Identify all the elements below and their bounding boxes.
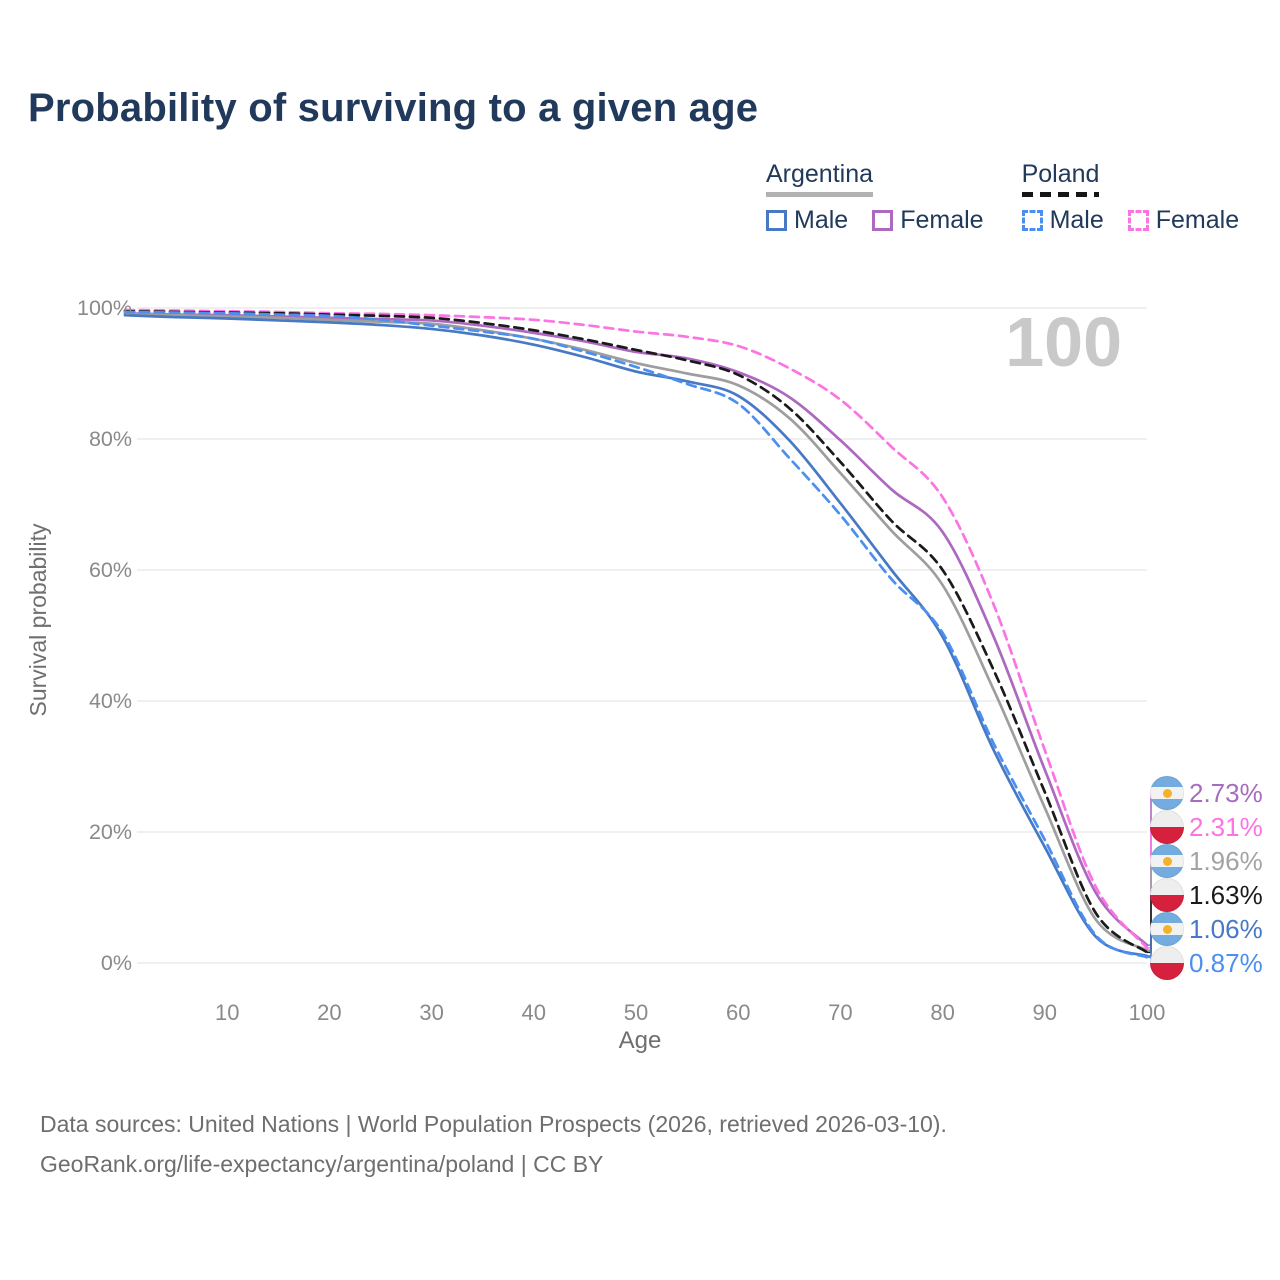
x-tick-70: 70 [828, 1000, 852, 1025]
argentina-flag-icon [1150, 844, 1184, 878]
series-line-poland-female[interactable] [123, 308, 1149, 950]
end-label-argentina-1.96%: 1.96% [1150, 844, 1263, 878]
chart-title: Probability of surviving to a given age [28, 86, 759, 130]
series-line-poland-male[interactable] [123, 310, 1149, 959]
legend-line-sample-argentina [766, 192, 874, 197]
end-label-value: 1.06% [1189, 913, 1263, 944]
legend-country-label-poland: Poland [1021, 160, 1100, 188]
end-label-argentina-1.06%: 1.06% [1150, 912, 1263, 946]
y-tick-100%: 100% [77, 296, 132, 320]
legend-label-poland-male: Male [1049, 206, 1104, 234]
end-label-argentina-2.73%: 2.73% [1150, 776, 1263, 810]
end-label-value: 1.63% [1189, 879, 1263, 910]
poland-flag-icon [1150, 810, 1184, 844]
argentina-flag-icon [1150, 912, 1184, 946]
series-line-argentina-male[interactable] [123, 313, 1149, 958]
legend-label-argentina-male: Male [794, 206, 849, 234]
legend-swatch-argentina-male [766, 210, 787, 231]
x-tick-20: 20 [317, 1000, 341, 1025]
x-tick-40: 40 [522, 1000, 546, 1025]
y-axis-title: Survival probability [25, 523, 51, 717]
y-tick-20%: 20% [89, 820, 132, 844]
end-label-poland-0.87%: 0.87% [1150, 946, 1263, 980]
legend-items-argentina: Male Female [766, 206, 984, 235]
legend: Argentina Male Female Poland Male [766, 160, 1239, 235]
x-tick-10: 10 [215, 1000, 239, 1025]
x-tick-80: 80 [930, 1000, 954, 1025]
series-line-argentina-female[interactable] [123, 311, 1149, 947]
legend-item-poland-male[interactable]: Male [1021, 206, 1104, 235]
legend-swatch-poland-female [1127, 210, 1149, 231]
series-line-argentina-both[interactable] [123, 312, 1149, 952]
y-tick-0%: 0% [101, 951, 132, 975]
legend-swatch-argentina-female [872, 210, 894, 231]
series-layer [123, 308, 1149, 959]
legend-country-argentina[interactable]: Argentina [766, 160, 874, 197]
y-tick-80%: 80% [89, 427, 132, 451]
x-tick-50: 50 [624, 1000, 648, 1025]
x-axis-title: Age [619, 1027, 662, 1054]
end-label-value: 2.73% [1189, 777, 1263, 808]
legend-group-argentina: Argentina Male Female [766, 160, 984, 235]
legend-line-sample-poland [1021, 192, 1100, 197]
end-label-value: 0.87% [1189, 947, 1263, 978]
x-tick-100: 100 [1129, 1000, 1166, 1025]
y-tick-40%: 40% [89, 689, 132, 713]
argentina-flag-icon [1150, 776, 1184, 810]
legend-label-argentina-female: Female [900, 206, 984, 234]
legend-items-poland: Male Female [1021, 206, 1240, 235]
legend-country-label-argentina: Argentina [766, 160, 874, 188]
end-label-poland-2.31%: 2.31% [1150, 810, 1263, 844]
x-tick-60: 60 [726, 1000, 750, 1025]
legend-swatch-poland-male [1021, 210, 1043, 231]
watermark-age: 100 [1005, 303, 1122, 381]
axis-ticks: 0% 20% 40% 60% 80% 100% 10 20 30 40 50 60 70 80 90 100 [77, 296, 1165, 1025]
poland-flag-icon [1150, 878, 1184, 912]
legend-group-poland: Poland Male Female [1021, 160, 1240, 235]
poland-flag-icon [1150, 946, 1184, 980]
end-label-poland-1.63%: 1.63% [1150, 878, 1263, 912]
legend-item-poland-female[interactable]: Female [1127, 206, 1240, 235]
footer-sources: Data sources: United Nations | World Pop… [40, 1111, 947, 1137]
y-tick-60%: 60% [89, 558, 132, 582]
end-label-value: 2.31% [1189, 811, 1263, 842]
x-tick-90: 90 [1033, 1000, 1057, 1025]
legend-label-poland-female: Female [1155, 206, 1240, 234]
legend-country-poland[interactable]: Poland [1021, 160, 1100, 197]
legend-item-argentina-female[interactable]: Female [872, 206, 984, 235]
x-tick-30: 30 [419, 1000, 443, 1025]
grid-layer [137, 307, 1147, 964]
legend-item-argentina-male[interactable]: Male [766, 206, 848, 235]
series-line-poland-both[interactable] [123, 309, 1149, 954]
footer: Data sources: United Nations | World Pop… [40, 1104, 947, 1184]
footer-link: GeoRank.org/life-expectancy/argentina/po… [40, 1151, 604, 1177]
end-label-value: 1.96% [1189, 845, 1263, 876]
